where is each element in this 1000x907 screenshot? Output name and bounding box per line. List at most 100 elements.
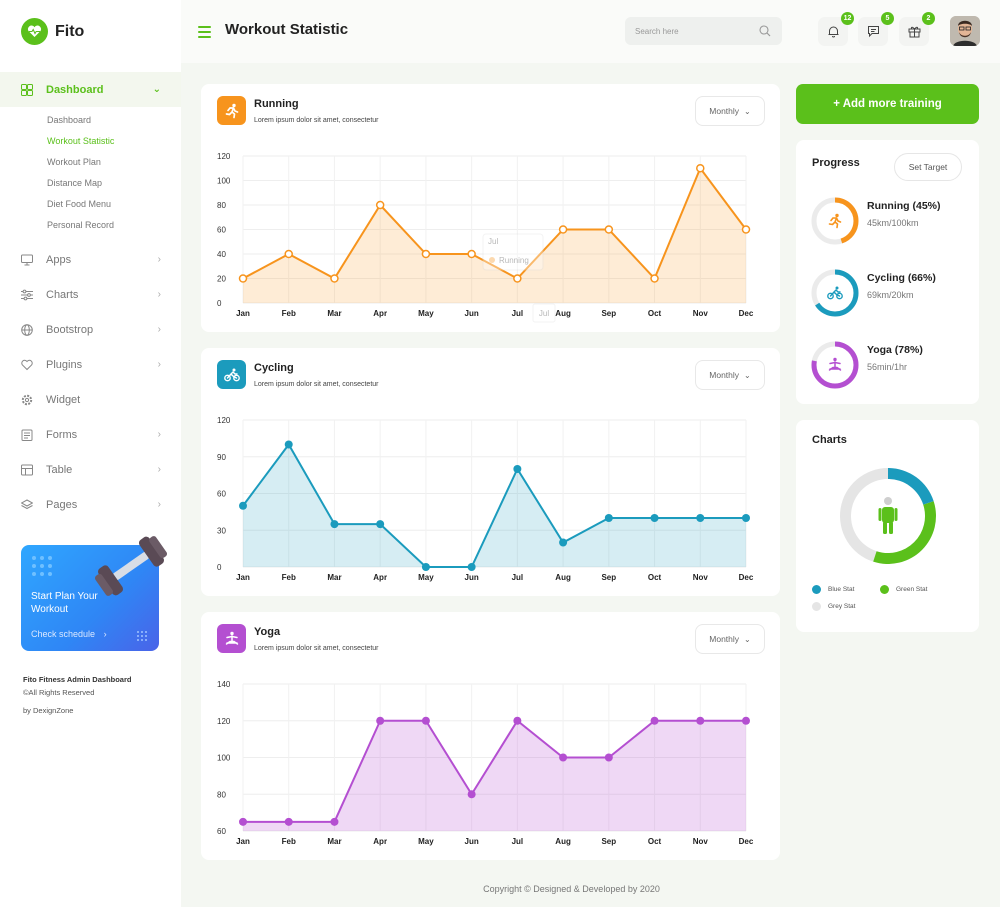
series-line — [242, 166, 747, 281]
cycling-chart: 0 30 60 90 120 Jan Feb Mar Apr May Jun Jul Aug Sep Oct… — [217, 416, 754, 582]
person-icon — [878, 497, 898, 534]
messages-button[interactable]: 5 — [858, 12, 894, 46]
card-subtitle: Lorem ipsum dolor sit amet, consectetur — [254, 117, 379, 124]
data-point[interactable] — [421, 716, 430, 725]
data-point[interactable] — [650, 274, 659, 283]
data-point[interactable] — [559, 753, 568, 762]
data-point[interactable] — [330, 520, 339, 529]
dashboard-icon — [20, 83, 33, 96]
period-dropdown[interactable]: Monthly ⌄ — [695, 360, 765, 390]
y-tick-label: 60 — [217, 490, 226, 499]
sidebar-item-charts[interactable]: Charts › — [0, 277, 181, 312]
data-point[interactable] — [559, 538, 568, 547]
user-avatar[interactable] — [950, 16, 980, 46]
sidebar-item-forms[interactable]: Forms › — [0, 417, 181, 452]
submenu-item-diet-food-menu[interactable]: Diet Food Menu — [47, 199, 112, 209]
progress-item-cycling: Cycling (66%) 69km/20km — [810, 268, 970, 318]
data-point[interactable] — [376, 716, 385, 725]
x-tick-label: Nov — [693, 837, 709, 846]
running-chart: 0 20 40 60 80 100 120 Jan Feb Mar Apr May Jun Jul Aug S… — [217, 152, 754, 323]
sidebar-item-table[interactable]: Table › — [0, 452, 181, 487]
bike-icon — [217, 360, 246, 389]
sidebar-item-widget[interactable]: Widget — [0, 382, 181, 417]
data-point[interactable] — [650, 716, 659, 725]
data-point[interactable] — [696, 716, 705, 725]
x-tick-label: Jun — [465, 837, 479, 846]
data-point[interactable] — [239, 501, 247, 510]
sidebar-item-label: Bootstrop — [46, 323, 94, 336]
check-schedule-link[interactable]: Check schedule › — [31, 629, 107, 639]
data-point[interactable] — [513, 716, 522, 725]
submenu-item-dashboard[interactable]: Dashboard — [47, 115, 92, 125]
donut-slice[interactable] — [888, 468, 934, 505]
data-point[interactable] — [376, 520, 385, 529]
x-tick-label: Sep — [601, 837, 616, 846]
data-point[interactable] — [330, 817, 339, 826]
x-tick-label: Apr — [373, 309, 387, 318]
page-title: Workout Statistic — [225, 21, 349, 38]
sidebar-item-label: Charts — [46, 288, 79, 301]
table-icon — [20, 463, 33, 476]
data-point[interactable] — [467, 249, 476, 259]
logo[interactable]: Fito — [21, 18, 84, 45]
data-point[interactable] — [696, 164, 705, 173]
add-more-training-button[interactable]: + Add more training — [796, 84, 979, 124]
series-line — [243, 719, 746, 823]
x-tick-label: Aug — [555, 837, 571, 846]
data-point[interactable] — [238, 274, 248, 283]
data-point[interactable] — [650, 514, 659, 522]
x-tick-label: Jun — [465, 573, 479, 582]
card-title: Yoga — [254, 626, 281, 638]
sidebar-item-dashboard[interactable]: Dashboard ⌄ — [0, 72, 181, 107]
data-point[interactable] — [742, 716, 750, 725]
data-point[interactable] — [742, 514, 750, 522]
data-point[interactable] — [421, 249, 431, 259]
data-point[interactable] — [513, 274, 522, 283]
sidebar-item-bootstrop[interactable]: Bootstrop › — [0, 312, 181, 347]
y-tick-label: 120 — [217, 152, 231, 161]
data-point[interactable] — [604, 514, 613, 522]
chevron-down-icon: ⌄ — [152, 84, 161, 95]
data-point[interactable] — [467, 563, 476, 571]
chevron-right-icon: › — [157, 429, 161, 440]
period-dropdown[interactable]: Monthly ⌄ — [695, 624, 765, 654]
notifications-button[interactable]: 12 — [818, 12, 854, 46]
donut-slice[interactable] — [840, 468, 888, 562]
sidebar-item-plugins[interactable]: Plugins › — [0, 347, 181, 382]
x-tick-label: Jun — [465, 309, 479, 318]
data-point[interactable] — [558, 225, 568, 234]
submenu-item-distance-map[interactable]: Distance Map — [47, 178, 103, 188]
sidebar-item-label: Dashboard — [46, 83, 104, 96]
data-point[interactable] — [604, 753, 613, 762]
submenu-item-personal-record[interactable]: Personal Record — [47, 220, 115, 230]
data-point[interactable] — [741, 225, 751, 234]
data-point[interactable] — [284, 249, 293, 259]
data-point[interactable] — [696, 514, 705, 522]
data-point[interactable] — [239, 817, 247, 826]
sidebar-item-pages[interactable]: Pages › — [0, 487, 181, 522]
search-input[interactable]: Search here — [625, 17, 782, 45]
y-tick-label: 60 — [217, 226, 226, 235]
data-point[interactable] — [375, 200, 385, 210]
dropdown-value: Monthly — [709, 370, 740, 380]
hamburger-menu-icon[interactable] — [198, 26, 211, 38]
search-icon[interactable] — [759, 25, 771, 37]
promo-title: Start Plan Your Workout — [31, 591, 98, 615]
submenu-item-workout-plan[interactable]: Workout Plan — [47, 157, 101, 167]
legend-blue: Blue Stat — [812, 585, 854, 594]
data-point[interactable] — [284, 440, 293, 449]
set-target-button[interactable]: Set Target — [894, 153, 962, 181]
data-point[interactable] — [330, 274, 339, 283]
data-point[interactable] — [604, 225, 614, 234]
top-header: Workout Statistic Search here 12 5 2 — [181, 0, 1000, 63]
period-dropdown[interactable]: Monthly ⌄ — [695, 96, 765, 126]
submenu-item-workout-statistic[interactable]: Workout Statistic — [47, 136, 115, 146]
data-point[interactable] — [467, 790, 476, 799]
sidebar-item-apps[interactable]: Apps › — [0, 242, 181, 277]
data-point[interactable] — [513, 465, 522, 473]
gifts-button[interactable]: 2 — [899, 12, 935, 46]
donut-slice[interactable] — [873, 501, 936, 564]
data-point[interactable] — [421, 563, 430, 571]
data-point[interactable] — [284, 817, 293, 826]
app-name: Fito — [55, 22, 85, 40]
